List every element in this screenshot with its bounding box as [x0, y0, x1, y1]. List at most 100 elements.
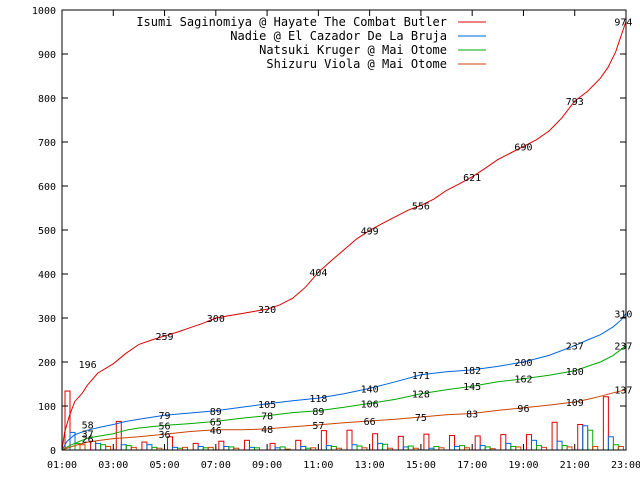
hourly-bar	[325, 445, 332, 451]
data-label: 499	[361, 226, 379, 237]
data-label: 83	[466, 409, 478, 420]
hourly-bar	[115, 420, 122, 451]
hourly-bar	[577, 423, 584, 451]
hourly-bar	[295, 439, 302, 451]
hourly-bar	[377, 442, 384, 451]
x-tick-label: 21:00	[560, 460, 590, 471]
y-tick-label: 500	[38, 226, 56, 237]
hourly-bar	[587, 429, 594, 451]
data-label: 65	[210, 417, 222, 428]
legend-label: Shizuru Viola @ Mai Otome	[266, 57, 447, 71]
x-tick-label: 05:00	[149, 460, 179, 471]
hourly-bar	[582, 425, 589, 451]
plot-frame	[61, 9, 627, 451]
legend-label: Isumi Saginomiya @ Hayate The Combat But…	[136, 15, 447, 29]
data-label: 171	[412, 371, 430, 382]
series-line	[61, 389, 627, 451]
x-tick-label: 15:00	[406, 460, 436, 471]
data-label: 237	[614, 342, 632, 353]
data-label: 46	[210, 426, 222, 437]
hourly-bar	[505, 442, 512, 451]
hourly-bar	[592, 445, 599, 451]
hourly-bar	[356, 445, 363, 451]
data-label: 140	[361, 384, 379, 395]
data-label: 48	[261, 425, 273, 436]
data-label: 57	[312, 421, 324, 432]
hourly-bar	[218, 440, 225, 451]
hourly-bar	[243, 439, 250, 451]
legend-label: Nadie @ El Cazador De La Bruja	[230, 29, 447, 43]
data-label: 66	[364, 417, 376, 428]
y-tick-label: 300	[38, 314, 56, 325]
hourly-bar	[192, 442, 199, 451]
x-tick-label: 01:00	[47, 460, 77, 471]
data-label: 78	[261, 412, 273, 423]
x-tick-label: 09:00	[252, 460, 282, 471]
hourly-bar	[525, 434, 532, 451]
legend: Isumi Saginomiya @ Hayate The Combat But…	[136, 15, 486, 71]
hourly-bar	[125, 445, 132, 451]
data-label: 200	[514, 358, 532, 369]
data-label: 182	[463, 366, 481, 377]
y-tick-label: 600	[38, 182, 56, 193]
hourly-bar	[223, 445, 230, 451]
x-tick-label: 07:00	[201, 460, 231, 471]
hourly-bar	[449, 434, 456, 451]
hourly-bar	[197, 445, 204, 451]
series-line	[61, 313, 627, 451]
data-label: 196	[79, 360, 97, 371]
hourly-bar	[530, 439, 537, 451]
data-label: 310	[614, 310, 632, 321]
hourly-bar	[95, 442, 102, 451]
data-label: 37	[82, 430, 94, 441]
hourly-bar	[479, 445, 486, 451]
hourly-bar	[535, 445, 542, 451]
hourly-bar	[372, 433, 379, 451]
y-tick-label: 700	[38, 138, 56, 149]
y-tick-label: 200	[38, 358, 56, 369]
data-label: 137	[614, 386, 632, 397]
data-label: 162	[514, 375, 532, 386]
data-label: 974	[614, 17, 632, 28]
data-label: 89	[210, 407, 222, 418]
hourly-bar	[617, 445, 624, 451]
data-label: 180	[566, 367, 584, 378]
hourly-bar	[607, 436, 614, 451]
hourly-bar	[146, 444, 153, 451]
hourly-bar	[561, 445, 568, 451]
hourly-bar	[397, 435, 404, 451]
data-label: 300	[207, 314, 225, 325]
hourly-bar	[423, 433, 430, 451]
y-tick-label: 800	[38, 94, 56, 105]
y-tick-label: 1000	[32, 6, 56, 17]
data-label: 26	[82, 435, 94, 446]
data-label: 320	[258, 305, 276, 316]
hourly-bar	[407, 445, 414, 451]
x-tick-label: 19:00	[508, 460, 538, 471]
hourly-bar	[351, 444, 358, 451]
hourly-bar	[330, 445, 337, 451]
hourly-bar	[300, 445, 307, 451]
data-label: 237	[566, 342, 584, 353]
data-label: 75	[415, 413, 427, 424]
data-label: 145	[463, 382, 481, 393]
hourly-bar	[459, 445, 466, 451]
data-label: 79	[159, 411, 171, 422]
data-label: 36	[159, 430, 171, 441]
hourly-bar	[320, 430, 327, 451]
data-label: 793	[566, 97, 584, 108]
hourly-bar	[602, 396, 609, 451]
series-lines	[61, 21, 627, 451]
data-label: 556	[412, 201, 430, 212]
hourly-bar	[105, 445, 112, 451]
data-label: 128	[412, 390, 430, 401]
axis-ticks: 0 100 200 300 400 500 600 700 800 900 1000 01:00 03:…	[32, 6, 640, 471]
y-tick-label: 900	[38, 50, 56, 61]
legend-label: Natsuki Kruger @ Mai Otome	[259, 43, 447, 57]
hourly-bar	[612, 444, 619, 451]
hourly-bars	[64, 390, 624, 451]
x-tick-label: 17:00	[457, 460, 487, 471]
hourly-bar	[474, 435, 481, 451]
hourly-bar	[141, 441, 148, 451]
